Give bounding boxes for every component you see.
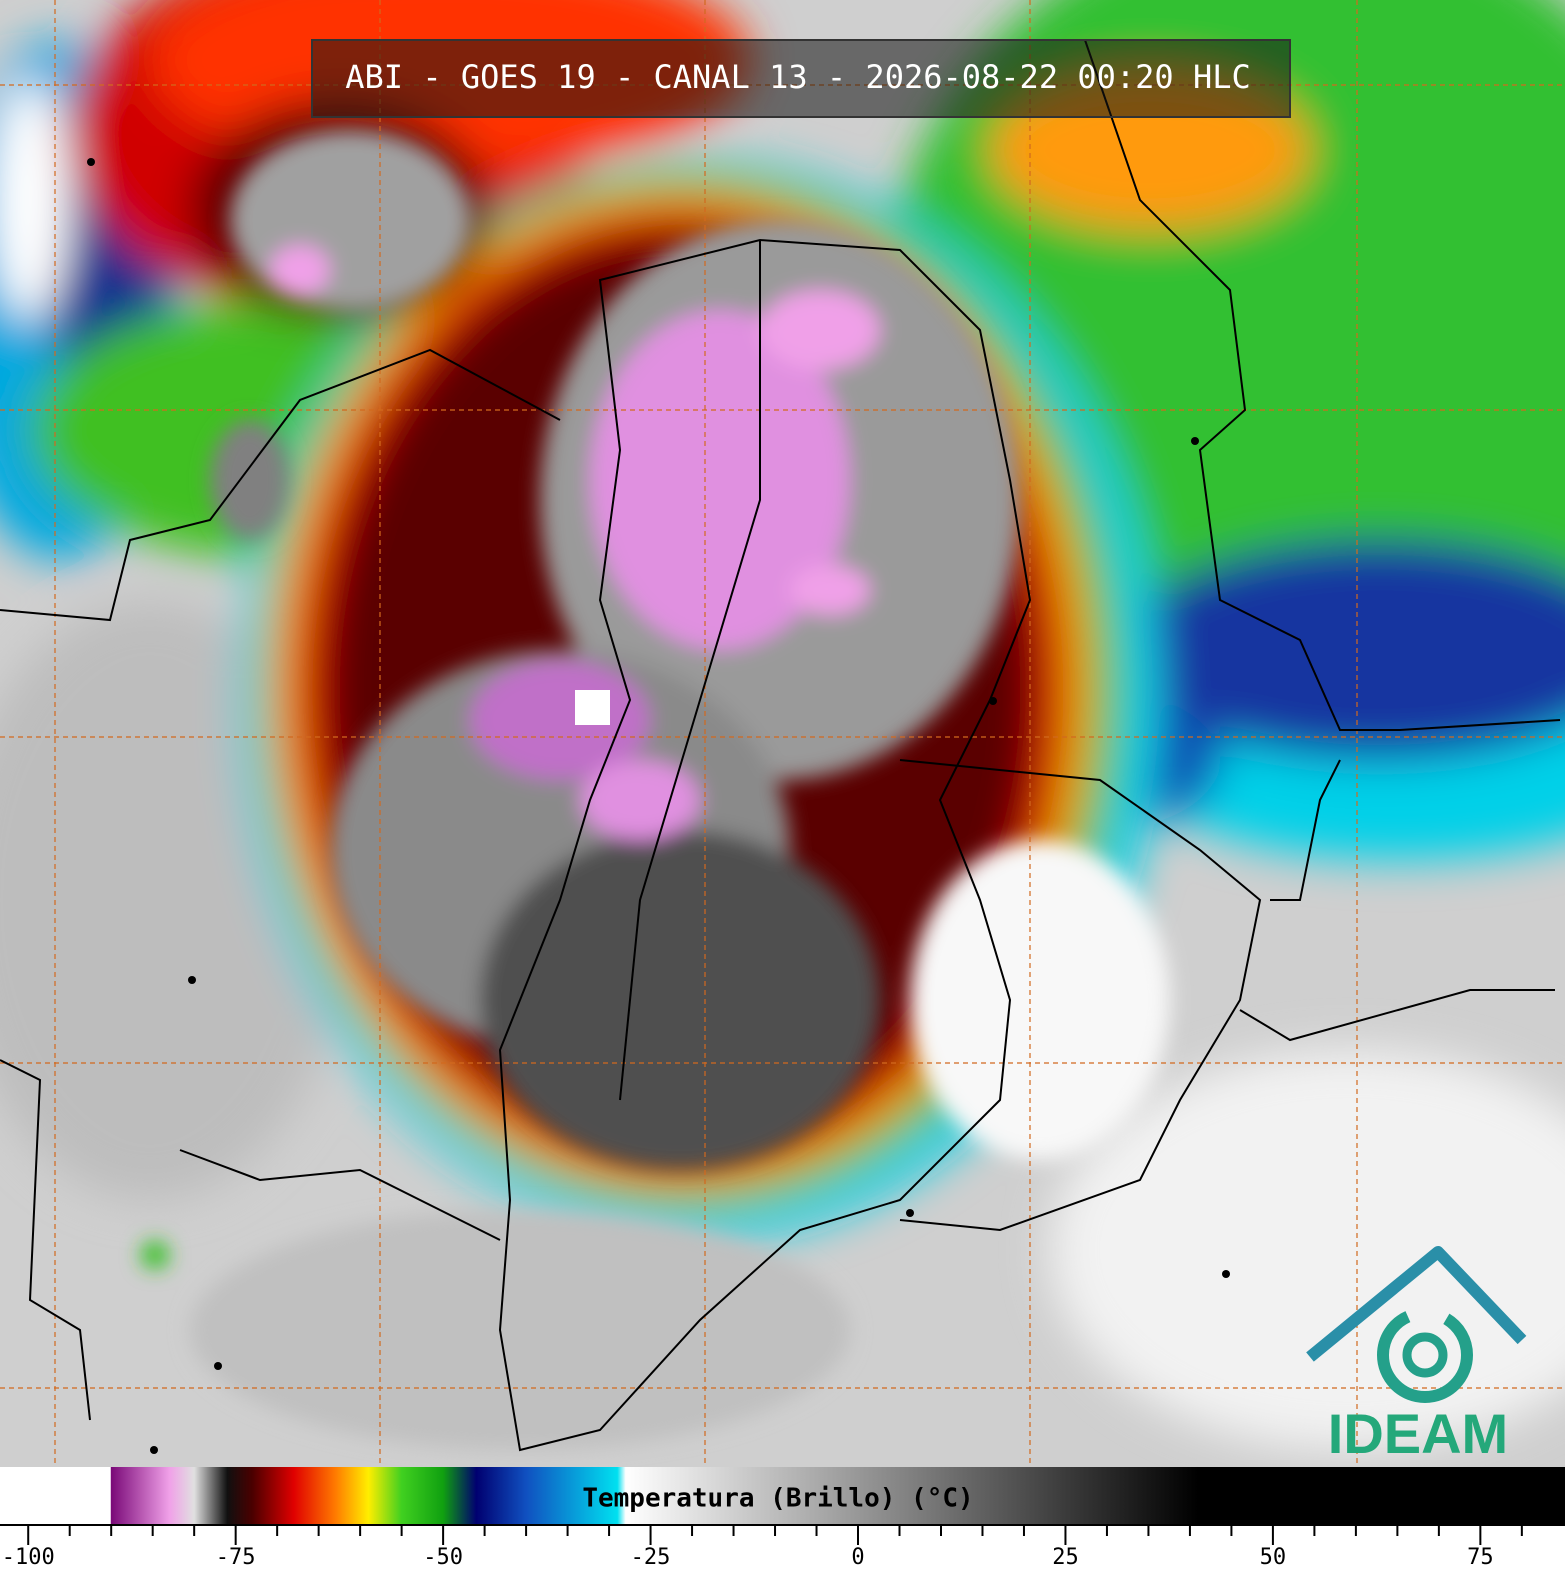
logo: IDEAM	[1306, 1246, 1527, 1465]
tick-label: 75	[1467, 1545, 1494, 1570]
logo-text: IDEAM	[1328, 1402, 1508, 1465]
imagery: ABI - GOES 19 - CANAL 13 - 2026-08-22 00…	[0, 0, 1565, 1467]
colorbar-label: Temperatura (Brillo) (°C)	[582, 1484, 973, 1514]
title: ABI - GOES 19 - CANAL 13 - 2026-08-22 00…	[345, 58, 1250, 96]
tick-label: 25	[1052, 1545, 1079, 1570]
tick-label: -100	[2, 1545, 55, 1570]
tick-label: -25	[631, 1545, 671, 1570]
colorbar	[0, 1467, 1565, 1525]
tick-label: -75	[216, 1545, 256, 1570]
tick-label: 50	[1260, 1545, 1287, 1570]
colorbar-ticks: -100 -75 -50 -25 0 25 50 75	[2, 1525, 1523, 1570]
tick-label: -50	[423, 1545, 463, 1570]
tick-label: 0	[851, 1545, 864, 1570]
